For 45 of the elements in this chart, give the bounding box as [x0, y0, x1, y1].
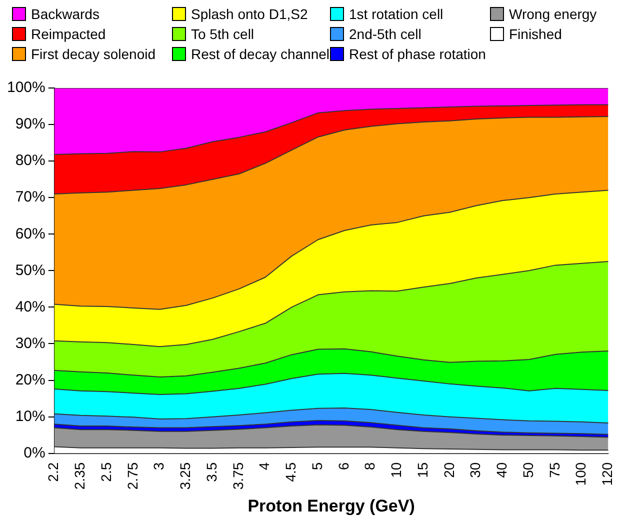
x-tick-label: 120 [599, 462, 616, 486]
legend-label: Rest of phase rotation [349, 46, 486, 62]
x-axis-title: Proton Energy (GeV) [248, 496, 415, 516]
x-tick-label: 3 [150, 462, 167, 470]
x-tick-label: 8 [362, 462, 378, 470]
x-tick-label: 3.75 [230, 462, 246, 490]
legend-label: To 5th cell [191, 26, 254, 42]
y-tick-label: 50% [15, 262, 46, 279]
x-tick-label: 3.25 [177, 462, 194, 490]
legend-label: Wrong energy [509, 6, 597, 22]
x-tick-label: 15 [414, 462, 430, 478]
x-tick-label: 75 [546, 462, 562, 478]
x-tick-label: 40 [494, 462, 510, 478]
x-tick-label: 2.75 [124, 462, 140, 490]
legend-label: Splash onto D1,S2 [191, 6, 308, 22]
x-tick-label: 30 [467, 462, 484, 478]
x-tick-label: 6 [335, 462, 352, 470]
y-tick-label: 10% [15, 408, 46, 425]
y-tick-label: 100% [6, 79, 46, 96]
x-tick-label: 2.2 [45, 462, 62, 482]
x-tick-label: 20 [440, 462, 457, 478]
y-tick-label: 70% [15, 188, 46, 206]
legend-label: Backwards [31, 6, 100, 22]
y-tick-label: 40% [15, 298, 46, 316]
y-tick-label: 60% [15, 225, 46, 242]
legend-label: 1st rotation cell [349, 6, 444, 22]
x-tick-label: 10 [388, 462, 404, 478]
legend-label: First decay solenoid [31, 46, 156, 62]
x-tick-label: 4.5 [282, 462, 299, 482]
x-tick-label: 2.5 [98, 462, 114, 482]
y-tick-label: 90% [15, 116, 46, 133]
x-tick-label: 5 [308, 462, 325, 470]
x-tick-label: 2.35 [72, 462, 88, 490]
legend-label: Rest of decay channel [191, 46, 330, 62]
y-tick-label: 30% [15, 334, 46, 352]
legend-label: Finished [509, 26, 562, 42]
legend-label: 2nd-5th cell [349, 26, 422, 42]
legend-label: Reimpacted [31, 26, 106, 42]
x-tick-label: 3.5 [203, 462, 220, 482]
y-tick-label: 20% [15, 371, 46, 388]
x-tick-label: 4 [256, 462, 272, 470]
x-tick-label: 100 [572, 462, 589, 486]
x-tick-label: 50 [520, 462, 536, 478]
y-tick-label: 80% [15, 152, 46, 170]
y-tick-label: 0% [24, 444, 46, 462]
